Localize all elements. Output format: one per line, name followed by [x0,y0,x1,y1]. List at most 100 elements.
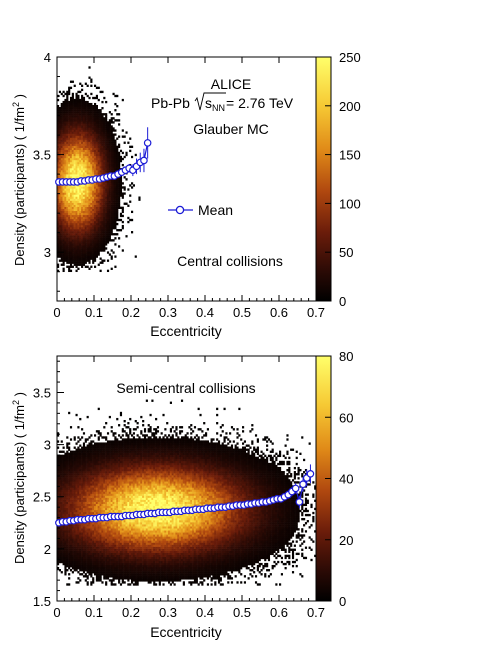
heatmap-cell [125,153,128,157]
heatmap-cell [106,558,110,562]
heatmap-cell [90,528,93,531]
heatmap-cell [84,487,87,490]
heatmap-cell [84,575,87,578]
heatmap-cell [95,196,98,199]
heatmap-cell [118,194,121,197]
heatmap-cell [57,239,60,242]
heatmap-cell [57,163,60,167]
heatmap-cell [68,259,71,262]
heatmap-cell [71,540,74,543]
heatmap-cell [62,507,65,511]
heatmap-cell [129,145,132,148]
heatmap-cell [79,147,82,151]
heatmap-cell [105,558,108,562]
heatmap-cell [58,159,61,163]
heatmap-cell [103,243,106,246]
heatmap-cell [114,448,117,451]
heatmap-cell [60,231,63,234]
heatmap-cell [103,456,106,460]
heatmap-cell [86,198,89,201]
heatmap-cell [112,450,115,453]
heatmap-cell [105,208,108,212]
heatmap-cell [81,456,84,460]
heatmap-cell [79,206,82,209]
heatmap-cell [58,155,61,159]
heatmap-cell [75,231,78,234]
heatmap-cell [90,214,93,218]
heatmap-cell [105,509,108,513]
heatmap-cell [75,188,78,191]
heatmap-cell [108,446,111,449]
heatmap-cell [94,524,97,527]
heatmap-cell [94,499,97,502]
heatmap-cell [58,151,61,155]
heatmap-cell [103,509,106,513]
heatmap-cell [103,184,106,187]
heatmap-cell [60,161,63,165]
heatmap-cell [58,456,61,460]
heatmap-cell [103,542,106,545]
heatmap-cell [90,151,93,155]
heatmap-cell [62,222,65,226]
heatmap-cell [77,456,80,460]
heatmap-cell [81,499,84,502]
heatmap-cell [92,534,95,537]
heatmap-cell [60,192,63,195]
heatmap-cell [108,495,111,498]
heatmap-cell [77,210,80,214]
heatmap-cell [88,540,91,543]
heatmap-cell [58,220,61,224]
heatmap-cell [82,111,86,114]
heatmap-cell [68,198,71,201]
heatmap-cell [110,556,113,560]
heatmap-cell [82,548,86,551]
heatmap-cell [114,180,117,183]
heatmap-cell [86,212,89,216]
heatmap-cell [92,526,95,529]
heatmap-cell [101,261,104,264]
heatmap-cell [58,540,61,543]
heatmap-cell [94,497,97,500]
heatmap-cell [92,135,95,138]
heatmap-cell [79,450,82,453]
heatmap-cell [73,139,76,142]
heatmap-cell [108,558,111,562]
heatmap-cell [114,540,117,543]
heatmap-cell [62,562,65,566]
heatmap-cell [110,208,113,212]
heatmap-cell [90,143,93,146]
top-ylabel: Density (participants) ( 1/fm2 ) [11,94,27,266]
heatmap-cell [97,198,100,201]
heatmap-cell [119,182,123,185]
heatmap-cell [112,560,115,564]
heatmap-cell [82,241,86,244]
heatmap-cell [125,151,128,155]
heatmap-cell [81,452,84,455]
heatmap-cell [99,261,102,264]
heatmap-cell [92,255,95,258]
heatmap-cell [92,491,95,494]
heatmap-cell [90,497,93,500]
heatmap-cell [81,481,84,484]
heatmap-cell [119,190,123,193]
heatmap-cell [105,538,108,541]
heatmap-cell [103,194,106,197]
heatmap-cell [64,247,67,250]
heatmap-cell [94,538,97,541]
heatmap-cell [105,505,108,509]
heatmap-cell [108,522,111,525]
heatmap-cell [57,263,60,266]
heatmap-cell [69,100,73,104]
heatmap-cell [57,127,60,130]
heatmap-cell [103,198,106,201]
heatmap-cell [84,196,87,199]
heatmap-cell [116,554,119,558]
heatmap-cell [71,192,74,195]
heatmap-cell [86,163,89,167]
heatmap-cell [106,216,110,220]
heatmap-cell [101,511,104,515]
heatmap-cell [77,243,80,246]
heatmap-cell [90,245,93,248]
heatmap-cell [75,489,78,492]
heatmap-cell [86,141,89,144]
